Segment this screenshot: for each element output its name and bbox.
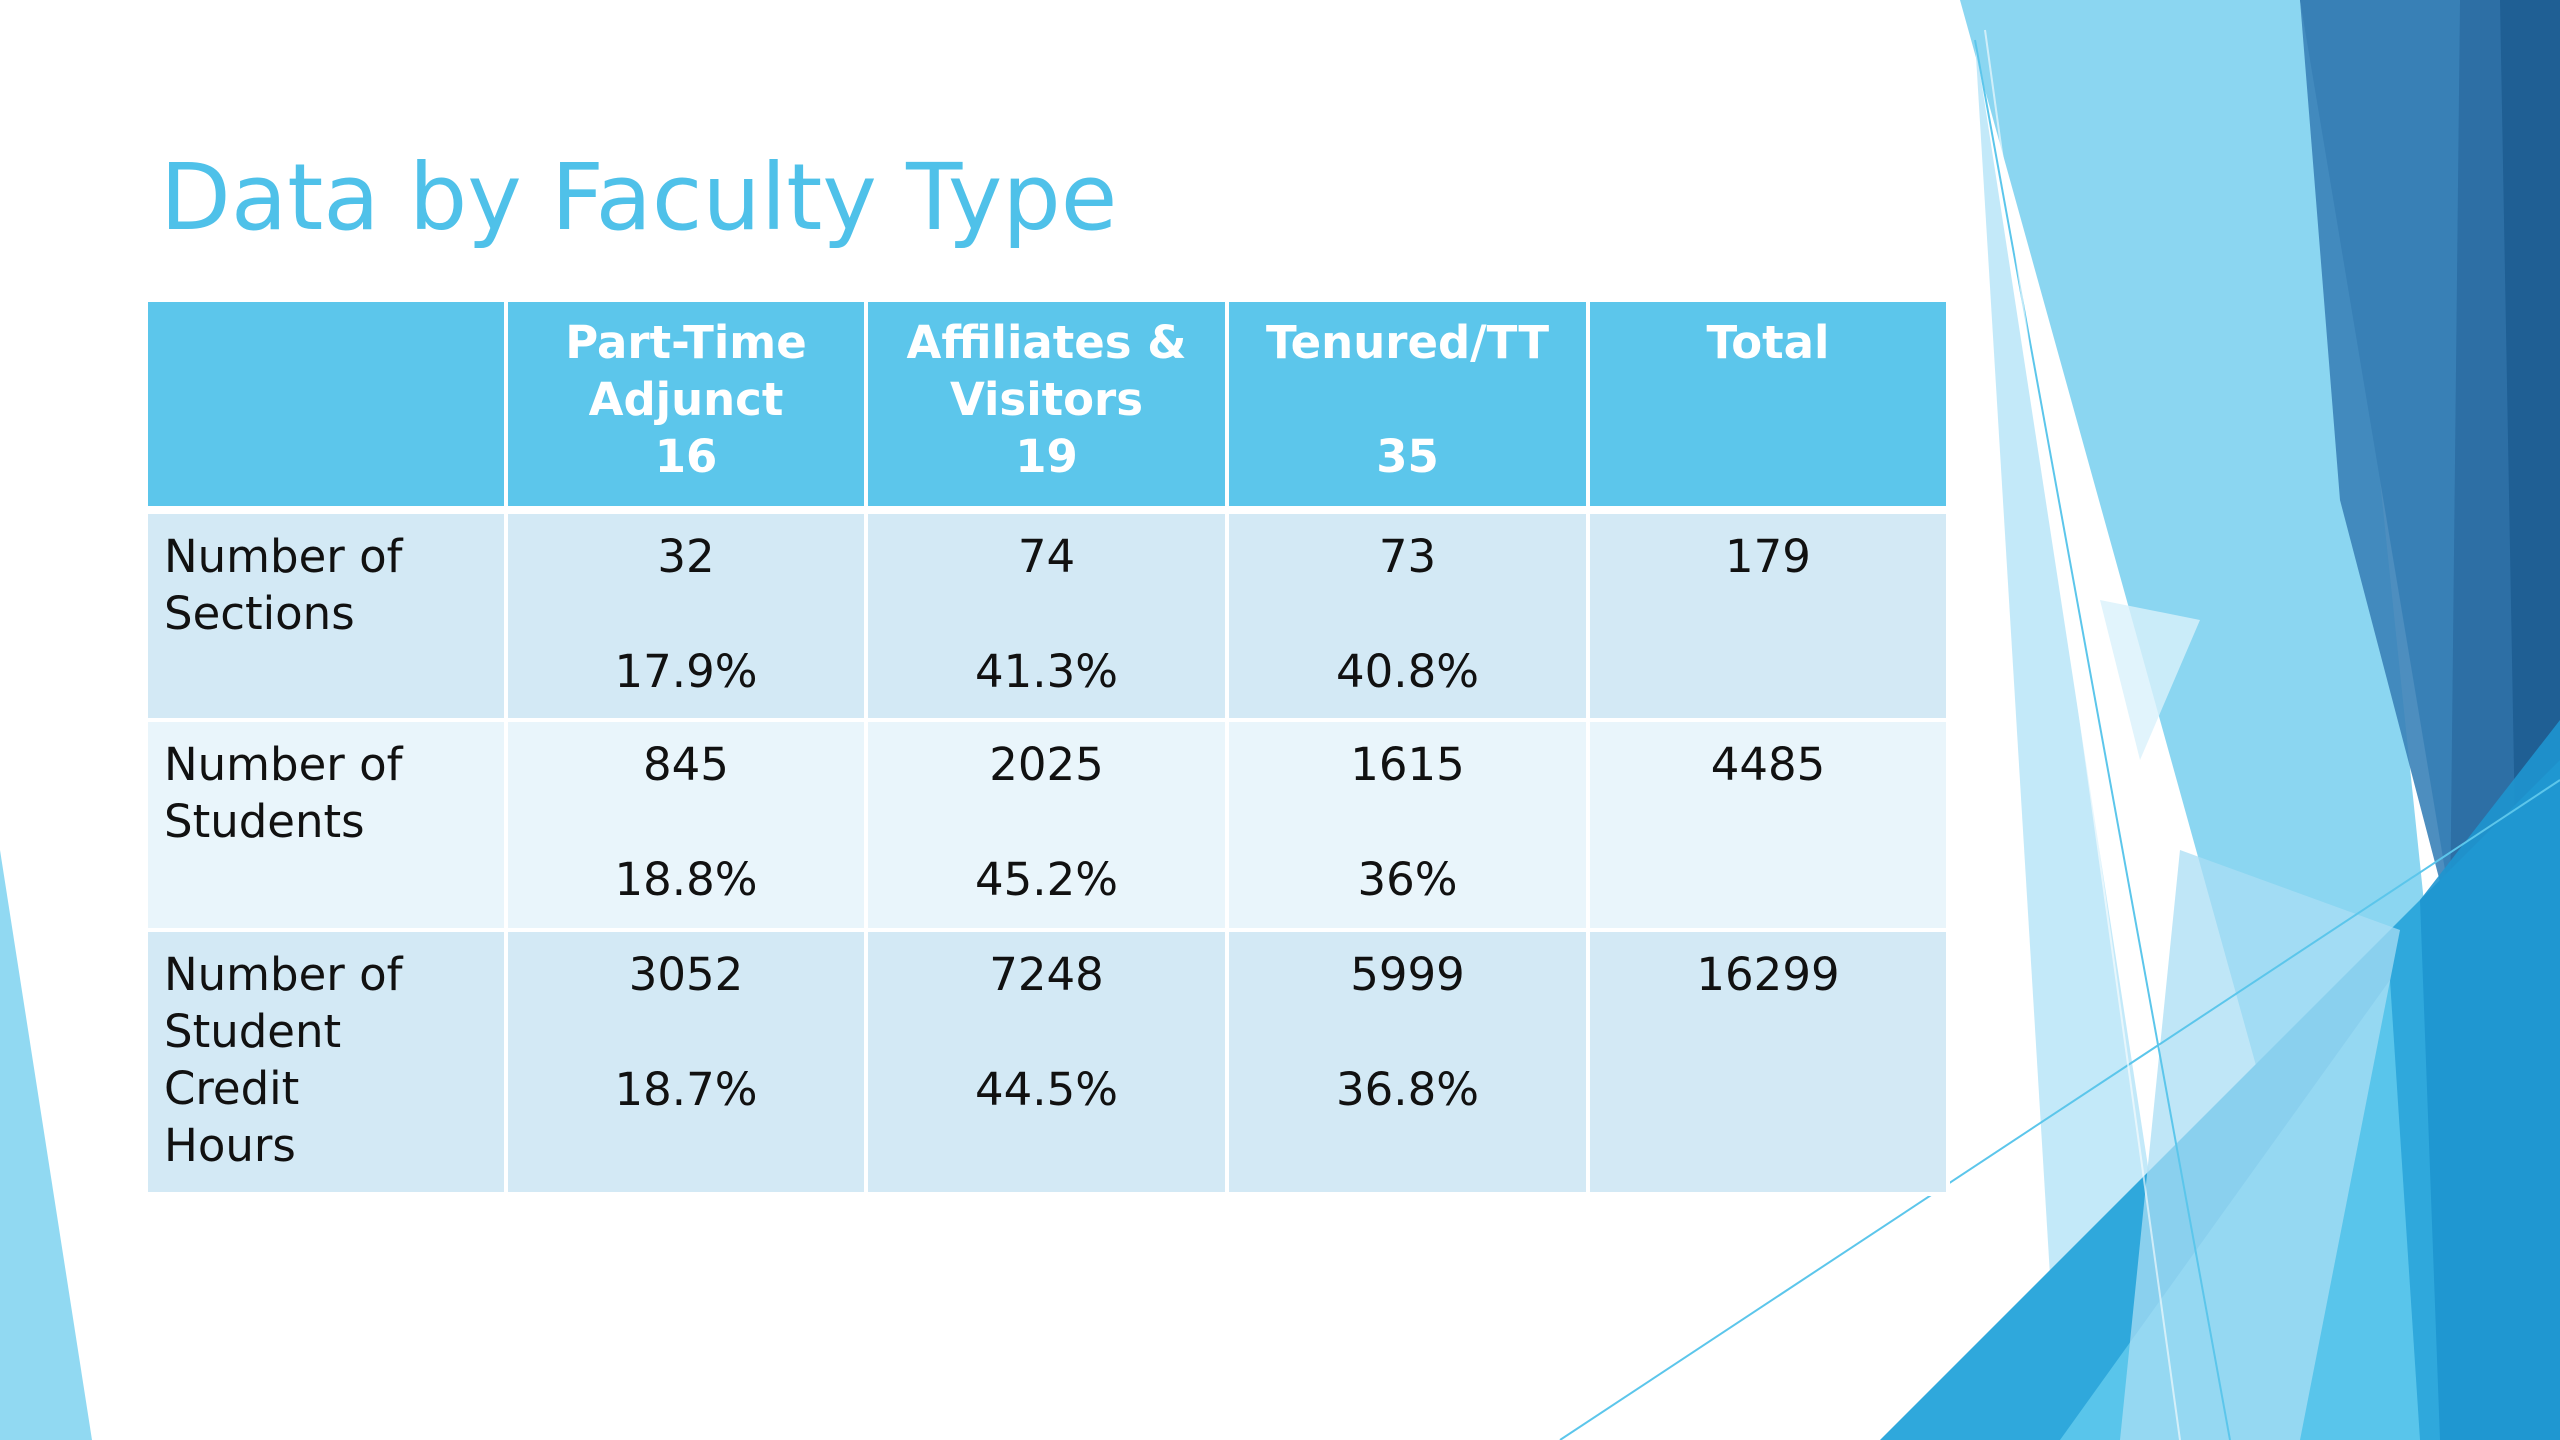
faculty-data-table: Part-Time Adjunct 16 Affiliates & Visito… <box>144 298 1950 1196</box>
cell-value: 74 <box>1017 530 1076 583</box>
table-header-row: Part-Time Adjunct 16 Affiliates & Visito… <box>144 298 1950 512</box>
table-row-students: Number of Students 845 18.8% 2025 45.2% … <box>144 718 1950 932</box>
accent-line-1 <box>1559 779 2560 1440</box>
total-cell: 16299 <box>1586 928 1950 1196</box>
cell-percent: 17.9% <box>614 645 758 698</box>
slide-title: Data by Faculty Type <box>160 144 1118 251</box>
cell-value: 3052 <box>628 948 744 1001</box>
data-cell: 1615 36% <box>1225 718 1590 932</box>
row-label-cell: Number of Students <box>144 718 508 932</box>
total-cell: 4485 <box>1586 718 1950 932</box>
header-line: Total <box>1706 316 1830 369</box>
cell-percent: 18.8% <box>614 853 758 906</box>
cell-value: 73 <box>1378 530 1437 583</box>
row-label-line: Number of <box>164 738 403 791</box>
cell-percent: 41.3% <box>975 645 1118 698</box>
cell-percent: 40.8% <box>1336 645 1479 698</box>
table-row-sections: Number of Sections 32 17.9% 74 41.3% 73 … <box>144 508 1950 722</box>
header-cell-total: Total <box>1586 298 1950 512</box>
data-cell: 32 17.9% <box>504 508 868 722</box>
cell-value: 7248 <box>989 948 1104 1001</box>
left-accent-shape <box>0 850 92 1440</box>
header-cell-affiliates-visitors: Affiliates & Visitors 19 <box>864 298 1229 512</box>
header-count: 16 <box>654 430 718 483</box>
accent-line-2 <box>1974 39 2231 1440</box>
accent-line-3 <box>1984 29 2181 1440</box>
row-label-line: Number of <box>164 948 403 1001</box>
row-label-cell: Number of Sections <box>144 508 508 722</box>
row-label-line: Students <box>164 795 365 848</box>
cell-percent: 18.7% <box>614 1063 758 1116</box>
cell-percent: 36% <box>1357 853 1458 906</box>
cell-value: 2025 <box>989 738 1104 791</box>
cell-value: 16299 <box>1696 948 1840 1001</box>
right-facet-10 <box>2100 600 2200 760</box>
header-line <box>164 314 488 371</box>
row-label-line: Student Credit <box>164 1005 342 1115</box>
data-cell: 2025 45.2% <box>864 718 1229 932</box>
cell-percent: 45.2% <box>975 853 1118 906</box>
cell-value: 845 <box>643 738 729 791</box>
header-line: Tenured/TT <box>1265 316 1550 369</box>
right-facet-4 <box>2300 0 2460 920</box>
cell-value: 4485 <box>1710 738 1826 791</box>
data-cell: 3052 18.7% <box>504 928 868 1196</box>
header-cell-tenured-tt: Tenured/TT 35 <box>1225 298 1590 512</box>
header-line: Part-Time <box>565 316 807 369</box>
cell-value: 32 <box>657 530 715 583</box>
cell-percent: 44.5% <box>975 1063 1118 1116</box>
row-label-line: Sections <box>164 587 355 640</box>
cell-percent: 36.8% <box>1336 1063 1479 1116</box>
row-label-line: Hours <box>164 1119 296 1172</box>
table-row-credit-hours: Number of Student Credit Hours 3052 18.7… <box>144 928 1950 1196</box>
header-count: 35 <box>1376 430 1439 483</box>
header-cell-empty <box>144 298 508 512</box>
data-cell: 74 41.3% <box>864 508 1229 722</box>
right-facet-8 <box>2120 850 2400 1440</box>
row-label-cell: Number of Student Credit Hours <box>144 928 508 1196</box>
cell-value: 179 <box>1725 530 1811 583</box>
data-cell: 5999 36.8% <box>1225 928 1590 1196</box>
data-cell: 73 40.8% <box>1225 508 1590 722</box>
header-line <box>1245 371 1570 428</box>
header-count: 19 <box>1015 430 1078 483</box>
total-cell: 179 <box>1586 508 1950 722</box>
right-facet-9 <box>2420 720 2560 1440</box>
header-cell-part-time-adjunct: Part-Time Adjunct 16 <box>504 298 868 512</box>
cell-value: 1615 <box>1350 738 1465 791</box>
cell-value: 5999 <box>1350 948 1465 1001</box>
row-label-line: Number of <box>164 530 403 583</box>
header-line: Adjunct <box>588 373 784 426</box>
header-line: Affiliates & <box>906 316 1187 369</box>
header-line: Visitors <box>949 373 1144 426</box>
data-cell: 7248 44.5% <box>864 928 1229 1196</box>
data-cell: 845 18.8% <box>504 718 868 932</box>
